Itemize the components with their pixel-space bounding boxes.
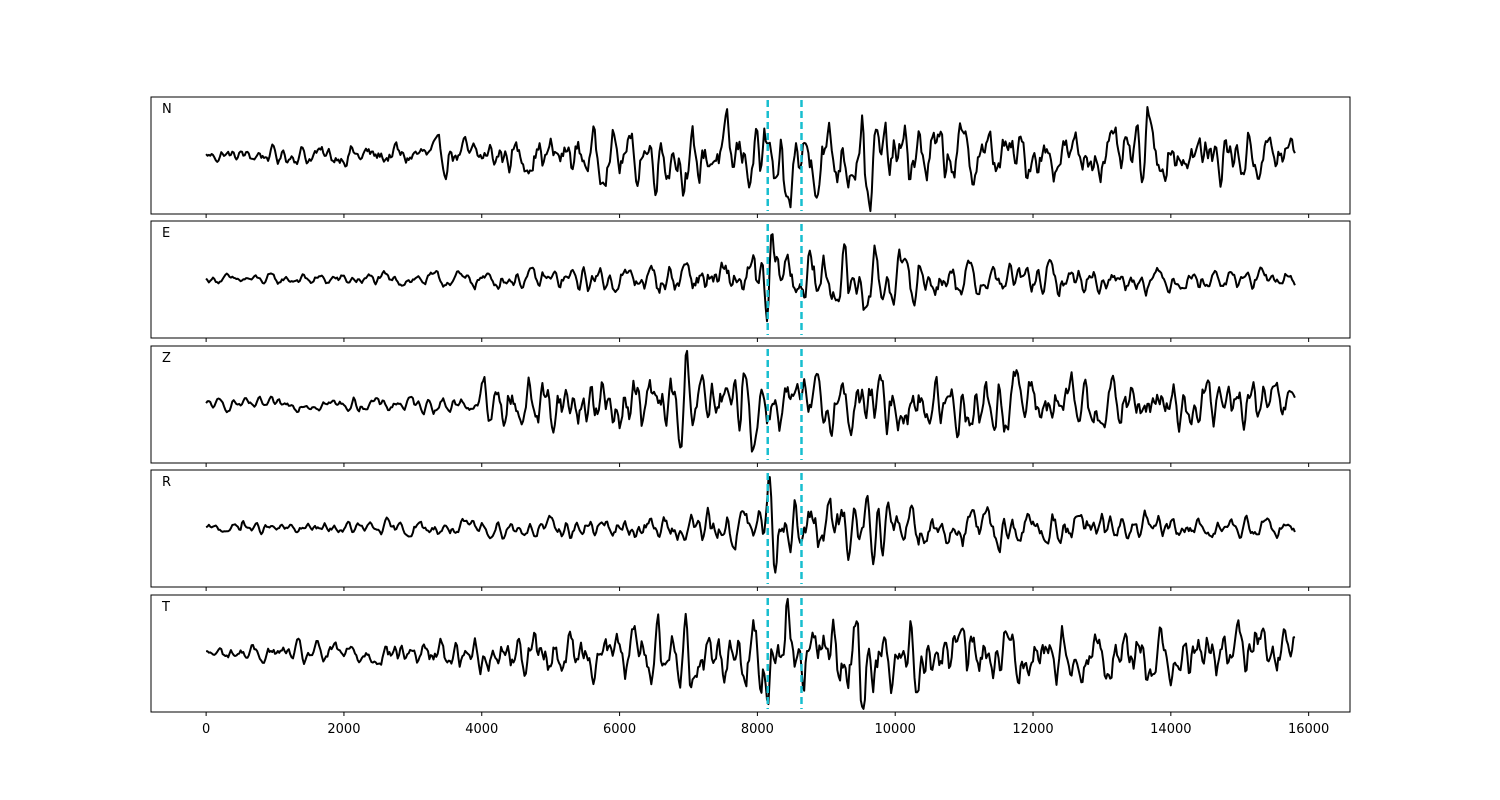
panel-t: T <box>150 594 1351 716</box>
panel-label: R <box>162 475 171 490</box>
panel-frame <box>150 594 1351 713</box>
panel-n: N <box>150 96 1351 218</box>
x-tick-label: 0 <box>202 722 210 737</box>
panel-label: Z <box>162 351 171 366</box>
panel-e: E <box>150 220 1351 342</box>
panel-z: Z <box>150 345 1351 467</box>
panel-frame <box>150 220 1351 339</box>
x-tick-label: 10000 <box>875 722 916 737</box>
trace-n <box>205 106 1296 213</box>
panels-layer: N E Z R T <box>150 96 1351 716</box>
panel-frame <box>150 96 1351 215</box>
x-tick-label: 4000 <box>465 722 498 737</box>
x-tick-label: 14000 <box>1150 722 1191 737</box>
x-tick-label: 16000 <box>1288 722 1329 737</box>
panel-label: T <box>161 600 170 615</box>
panel-label: E <box>162 226 170 241</box>
x-tick-label: 8000 <box>741 722 774 737</box>
panel-frame <box>150 469 1351 588</box>
panel-label: N <box>162 102 172 117</box>
trace-t <box>205 597 1296 710</box>
trace-z <box>205 349 1296 453</box>
panel-r: R <box>150 469 1351 591</box>
trace-e <box>205 233 1296 323</box>
panel-frame <box>150 345 1351 464</box>
x-axis: 0 2000 4000 6000 8000 10000 12000 14000 16000 <box>202 722 1329 737</box>
x-tick-label: 2000 <box>327 722 360 737</box>
trace-r <box>205 476 1296 574</box>
x-tick-label: 12000 <box>1012 722 1053 737</box>
x-tick-label: 6000 <box>603 722 636 737</box>
